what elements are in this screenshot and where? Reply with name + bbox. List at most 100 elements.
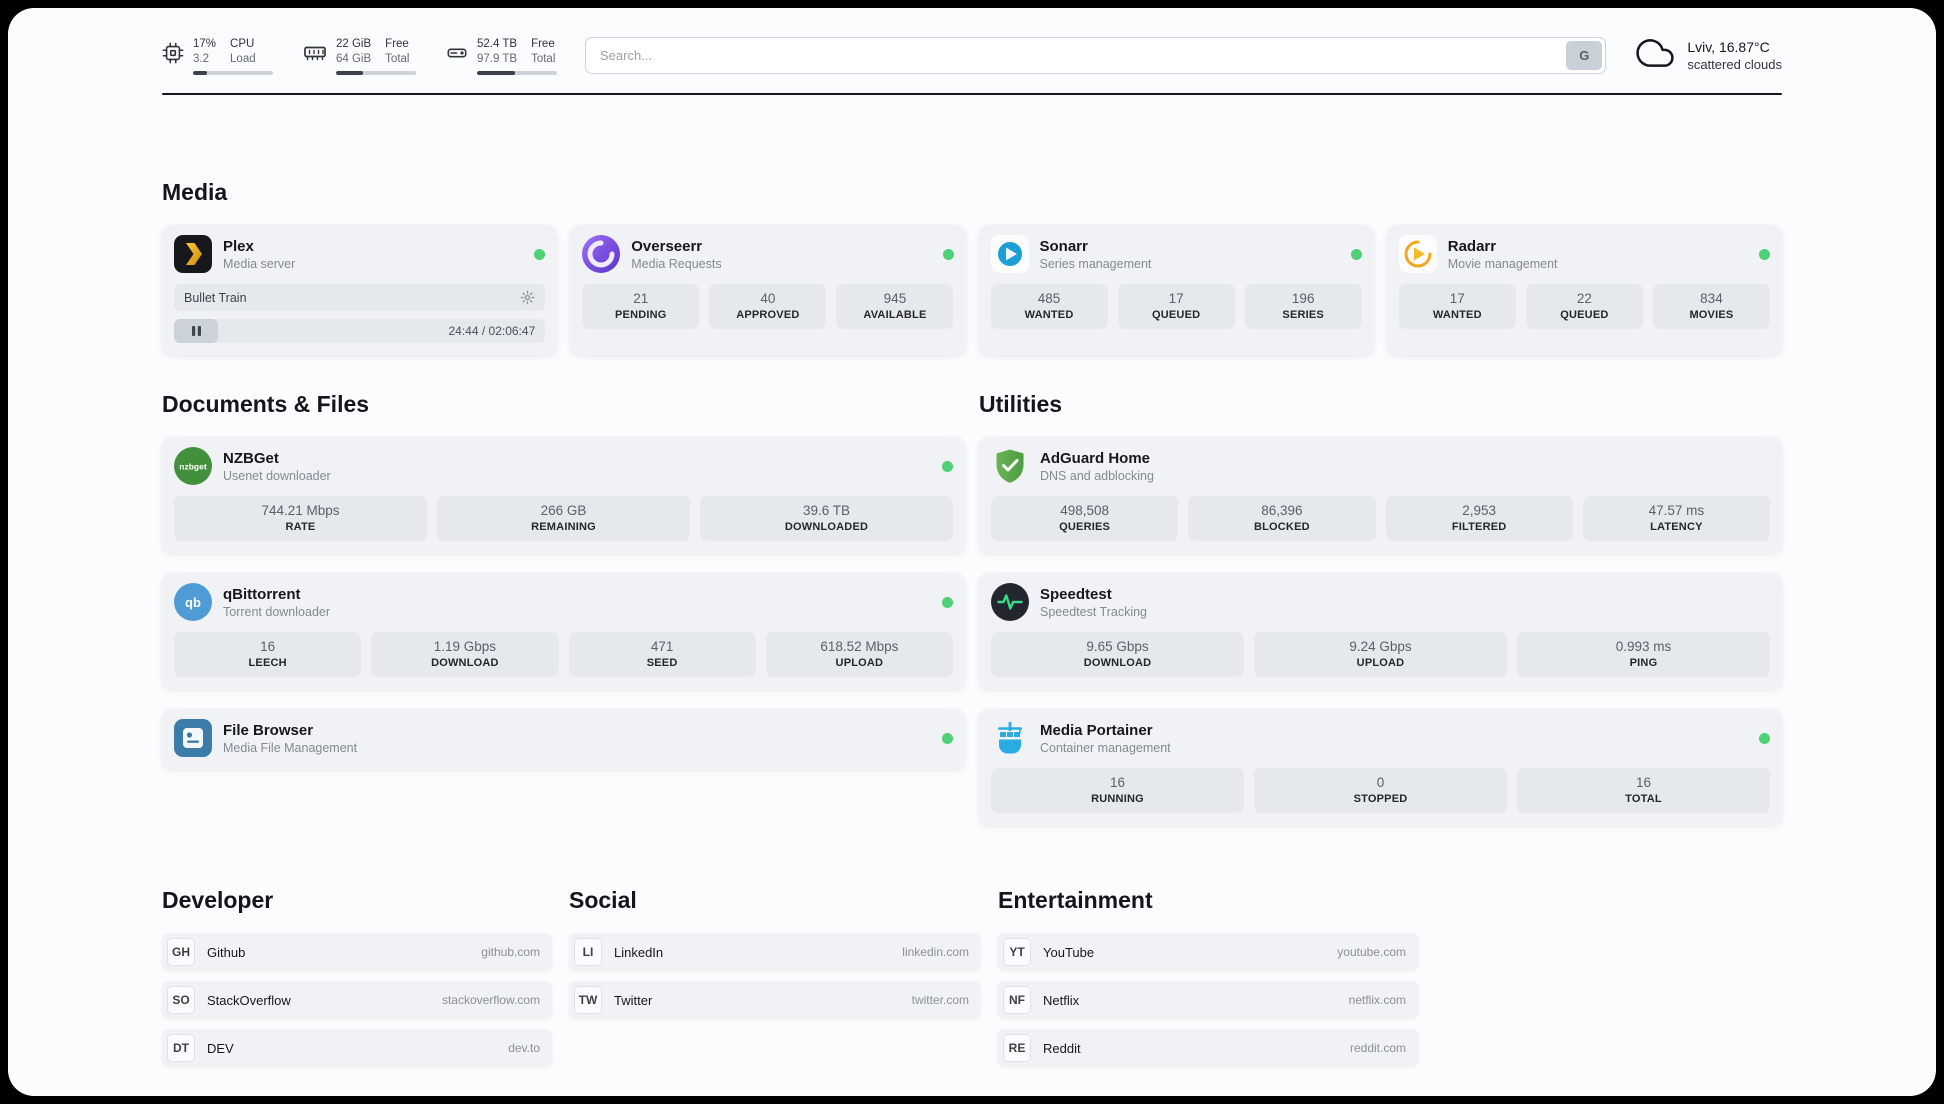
ram-icon [303, 42, 327, 69]
dev-icon: DT [167, 1034, 195, 1062]
section-title-social: Social [569, 887, 637, 913]
bookmark-linkedin[interactable]: LI LinkedIn linkedin.com [569, 933, 981, 971]
header-divider [162, 93, 1782, 95]
service-subtitle: Torrent downloader [223, 604, 331, 619]
stat-ping: 0.993 ms PING [1517, 632, 1770, 677]
stat-movies: 834 MOVIES [1652, 284, 1770, 329]
stat-leech: 16 LEECH [174, 632, 362, 677]
stat-filtered: 2,953 FILTERED [1385, 496, 1573, 541]
service-card-radarr[interactable]: Radarr Movie management 17 WANTED 22 QUE… [1386, 225, 1782, 355]
service-name: Radarr [1447, 237, 1497, 255]
bookmark-youtube[interactable]: YT YouTube youtube.com [998, 933, 1418, 971]
stat-downloaded: 39.6 TB DOWNLOADED [700, 496, 953, 541]
github-icon: GH [167, 938, 195, 966]
hard-drive-icon [446, 42, 468, 69]
stat-blocked: 86,396 BLOCKED [1188, 496, 1376, 541]
service-card-adguard[interactable]: AdGuard Home DNS and adblocking 498,508 … [979, 437, 1782, 553]
cpu-load-label: Load [230, 52, 256, 65]
qbittorrent-icon: qb [174, 583, 212, 621]
nzbget-icon: nzbget [174, 447, 212, 485]
cpu-stat: 17% 3.2 CPU Load [162, 37, 273, 75]
search-input[interactable] [585, 37, 1607, 74]
search-engine-button[interactable]: G [1566, 41, 1603, 70]
stat-total: 16 TOTAL [1517, 768, 1770, 813]
radarr-icon [1398, 235, 1437, 273]
service-card-qbittorrent[interactable]: qb qBittorrent Torrent downloader [162, 573, 965, 689]
section-title-documents: Documents & Files [162, 391, 370, 417]
linkedin-icon: LI [574, 938, 602, 966]
bookmark-netflix[interactable]: NF Netflix netflix.com [998, 981, 1418, 1019]
ram-progress-bar [336, 70, 416, 75]
disk-progress-fill [477, 70, 515, 75]
bookmark-groups: Developer GH Github github.com SO StackO… [162, 887, 1782, 1096]
section-title-developer: Developer [162, 887, 274, 913]
now-playing-title: Bullet Train [184, 290, 247, 305]
service-card-plex[interactable]: Plex Media server Bullet Train [162, 225, 558, 355]
service-subtitle: Series management [1039, 256, 1152, 271]
status-dot [942, 248, 954, 260]
bookmark-reddit[interactable]: RE Reddit reddit.com [998, 1029, 1418, 1067]
service-name: Speedtest [1040, 585, 1112, 603]
ram-stat: 22 GiB 64 GiB Free Total [303, 37, 416, 75]
stat-stopped: 0 STOPPED [1254, 768, 1507, 813]
status-dot [1759, 732, 1770, 744]
disk-free-label: Free [531, 37, 555, 50]
bookmark-twitter[interactable]: TW Twitter twitter.com [569, 981, 981, 1019]
service-name: NZBGet [223, 449, 279, 467]
search-bar: G [585, 37, 1607, 74]
disk-progress-bar [477, 70, 557, 75]
service-name: Media Portainer [1040, 721, 1153, 739]
playback-time: 24:44 / 02:06:47 [448, 324, 536, 338]
twitter-icon: TW [574, 986, 602, 1014]
gear-icon[interactable] [520, 290, 535, 305]
service-name: qBittorrent [223, 585, 301, 603]
player-progress-bar: 24:44 / 02:06:47 [174, 319, 546, 343]
service-card-speedtest[interactable]: Speedtest Speedtest Tracking 9.65 Gbps D… [979, 573, 1782, 689]
service-name: File Browser [223, 721, 314, 739]
stat-running: 16 RUNNING [991, 768, 1244, 813]
service-subtitle: Media server [223, 256, 296, 271]
svg-text:qb: qb [185, 595, 201, 610]
cpu-chip-icon [162, 42, 184, 69]
adguard-shield-icon [991, 447, 1029, 485]
disk-total: 97.9 TB [477, 52, 518, 65]
service-card-portainer[interactable]: Media Portainer Container management 16 … [979, 709, 1782, 825]
status-dot [1759, 248, 1770, 260]
stat-upload: 9.24 Gbps UPLOAD [1254, 632, 1507, 677]
stat-available: 945 AVAILABLE [836, 284, 954, 329]
speedtest-icon [991, 583, 1029, 621]
documents-column: Documents & Files nzbget [162, 391, 965, 769]
bookmark-group-developer: Developer GH Github github.com SO StackO… [162, 887, 552, 1067]
service-card-sonarr[interactable]: Sonarr Series management 485 WANTED 17 Q… [978, 225, 1374, 355]
weather-location: Lviv, 16.87°C [1687, 39, 1770, 55]
bookmark-dev[interactable]: DT DEV dev.to [162, 1029, 552, 1067]
bookmark-group-entertainment: Entertainment YT YouTube youtube.com NF … [998, 887, 1418, 1067]
filebrowser-icon [174, 719, 212, 757]
service-card-filebrowser[interactable]: File Browser Media File Management [162, 709, 965, 769]
reddit-icon: RE [1003, 1034, 1031, 1062]
status-dot [942, 732, 953, 744]
status-dot [1350, 248, 1362, 260]
pause-icon[interactable] [174, 319, 218, 343]
plex-icon [174, 235, 212, 273]
weather-widget: Lviv, 16.87°C scattered clouds [1634, 34, 1782, 77]
ram-free: 22 GiB [336, 37, 372, 50]
media-grid: Plex Media server Bullet Train [162, 225, 1782, 355]
service-card-overseerr[interactable]: Overseerr Media Requests 21 PENDING 40 A… [570, 225, 966, 355]
service-card-nzbget[interactable]: nzbget NZBGet Usenet downloader 74 [162, 437, 965, 553]
stat-pending: 21 PENDING [582, 284, 700, 329]
service-subtitle: Usenet downloader [223, 468, 331, 483]
bookmark-github[interactable]: GH Github github.com [162, 933, 552, 971]
now-playing-bar: Bullet Train [174, 284, 546, 311]
bookmark-stackoverflow[interactable]: SO StackOverflow stackoverflow.com [162, 981, 552, 1019]
cpu-progress-bar [193, 70, 273, 75]
header: 17% 3.2 CPU Load [162, 8, 1782, 77]
service-subtitle: Speedtest Tracking [1040, 604, 1148, 619]
status-dot [942, 460, 953, 472]
cpu-load: 3.2 [193, 52, 209, 65]
dashboard-page: 17% 3.2 CPU Load [8, 8, 1936, 1096]
cloud-icon [1634, 34, 1676, 77]
cpu-progress-fill [193, 70, 207, 75]
section-title-entertainment: Entertainment [998, 887, 1153, 913]
cpu-usage: 17% [193, 37, 217, 50]
